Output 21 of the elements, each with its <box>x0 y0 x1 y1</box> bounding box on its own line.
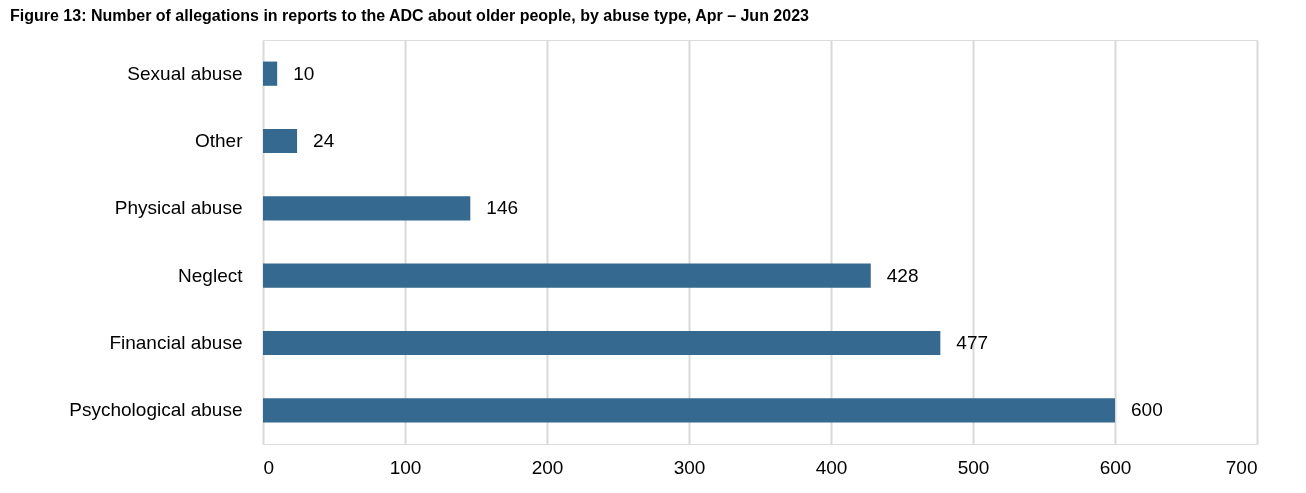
x-tick-label: 100 <box>389 456 422 478</box>
y-tick-label: Physical abuse <box>114 197 243 219</box>
y-tick-label: Sexual abuse <box>127 62 243 84</box>
x-tick-label: 500 <box>957 456 990 478</box>
y-tick-label: Neglect <box>178 264 244 286</box>
data-label: 146 <box>486 197 519 219</box>
x-tick-label: 0 <box>263 456 275 478</box>
data-label: 428 <box>886 264 919 286</box>
data-label: 600 <box>1131 399 1163 421</box>
y-tick-label: Other <box>194 130 244 151</box>
chart-title: Figure 13: Number of allegations in reports to the ADC about older people, by abuse type, Apr – Jun 2023 <box>10 7 810 24</box>
x-tick-label: 700 <box>1225 456 1258 478</box>
x-tick-label: 600 <box>1099 456 1132 478</box>
x-tick-label: 200 <box>531 456 564 478</box>
x-tick-label: 300 <box>673 456 706 478</box>
y-tick-label: Financial abuse <box>109 332 243 353</box>
data-label: 477 <box>956 332 989 353</box>
data-label: 10 <box>293 62 315 84</box>
data-label: 24 <box>313 130 335 151</box>
x-tick-label: 400 <box>815 456 848 478</box>
y-tick-label: Psychological abuse <box>69 399 243 421</box>
